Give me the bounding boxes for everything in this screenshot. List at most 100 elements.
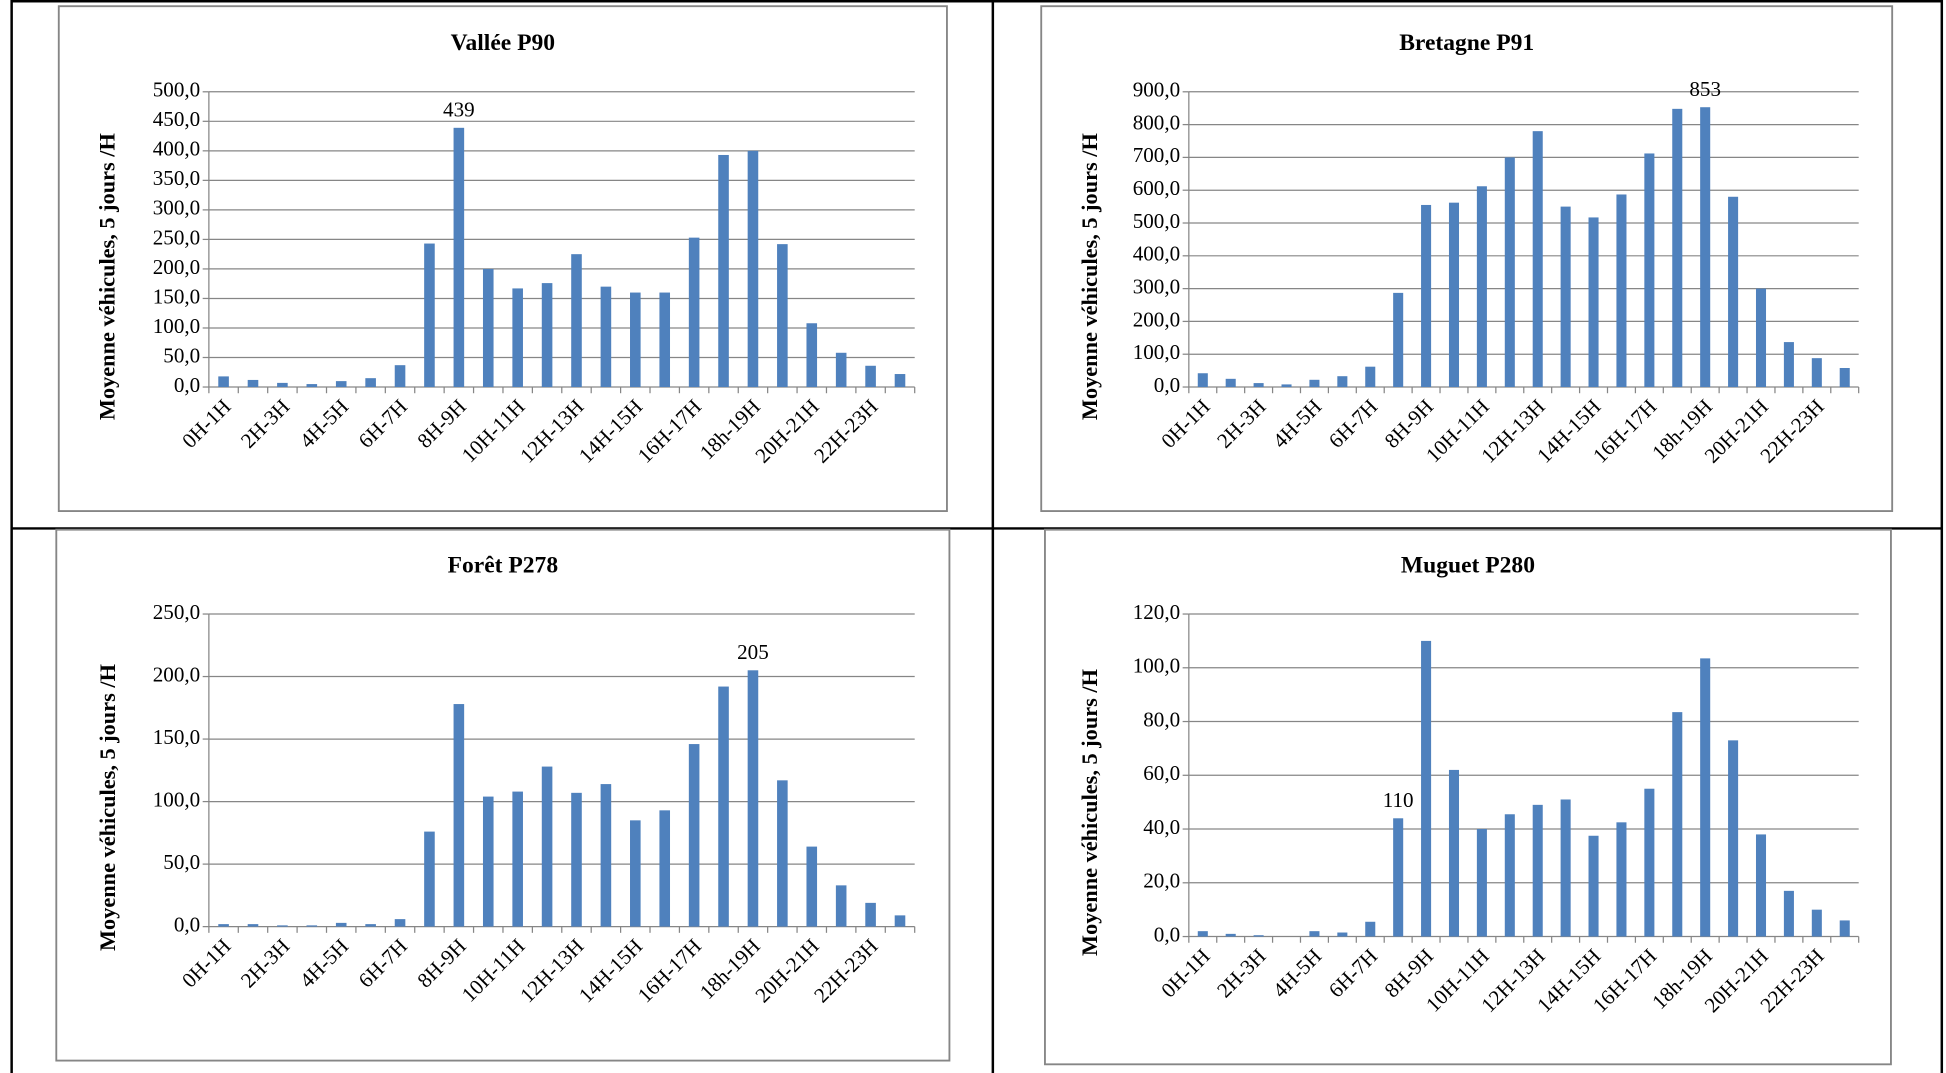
bar [1365, 921, 1376, 937]
bar [335, 922, 347, 927]
value-label: 439 [443, 98, 475, 122]
bar [306, 925, 318, 927]
bar [1476, 186, 1487, 388]
bar [600, 784, 612, 927]
y-axis-label: Moyenne véhicules, 5 jours /H [95, 664, 120, 951]
bar [365, 378, 376, 388]
bar [394, 365, 406, 388]
bar [1337, 376, 1348, 388]
chart-title: Vallée P90 [451, 30, 555, 56]
bar [1532, 131, 1543, 388]
bar [1700, 658, 1711, 937]
chart: Forêt P278 Moyenne véhicules, 5 jours /H 0… [55, 528, 951, 1062]
bar [835, 352, 847, 388]
y-tick-label: 100,0 [1133, 340, 1180, 364]
bar [1672, 108, 1683, 388]
y-tick-label: 200,0 [1133, 307, 1180, 331]
table-borders [10, 0, 1944, 1073]
bar [218, 924, 229, 927]
bar [1700, 107, 1711, 388]
bar [541, 283, 553, 388]
y-tick-label: 0,0 [1154, 373, 1180, 397]
bar [600, 286, 612, 388]
y-axis-label: Moyenne véhicules, 5 jours /H [1077, 669, 1102, 956]
bar [1225, 378, 1236, 388]
bar [1755, 288, 1767, 388]
bar [453, 704, 465, 927]
bar [1728, 196, 1739, 388]
bar [777, 780, 788, 927]
y-tick-label: 50,0 [163, 343, 200, 367]
bar [365, 924, 376, 927]
bar [1337, 932, 1348, 937]
chart: Vallée P90 Moyenne véhicules, 5 jours /H 0… [57, 5, 948, 513]
bar [482, 268, 494, 388]
y-tick-label: 0,0 [174, 373, 200, 397]
y-tick-label: 200,0 [153, 662, 200, 686]
y-tick-label: 100,0 [153, 787, 200, 811]
bar [1253, 383, 1264, 388]
bar [718, 154, 729, 388]
y-tick-label: 0,0 [174, 912, 200, 936]
bar [1560, 799, 1571, 937]
bar [1811, 909, 1822, 937]
bar [1504, 814, 1515, 937]
bar [424, 831, 435, 927]
y-tick-label: 40,0 [1143, 815, 1180, 839]
bar [1783, 342, 1794, 388]
bar [835, 885, 847, 927]
bar [1476, 829, 1487, 937]
bar [659, 810, 671, 927]
bar [1616, 822, 1627, 937]
y-tick-label: 600,0 [1133, 176, 1180, 200]
bar [1393, 818, 1404, 937]
bar [1225, 933, 1236, 937]
y-tick-label: 50,0 [163, 850, 200, 874]
y-tick-label: 60,0 [1143, 761, 1180, 785]
y-tick-label: 100,0 [1133, 654, 1180, 678]
bar [806, 323, 818, 388]
bar [1728, 740, 1739, 937]
bar [806, 846, 818, 927]
chart-frame [1040, 5, 1894, 513]
bar [541, 766, 553, 927]
value-label: 853 [1689, 77, 1721, 101]
value-label: 110 [1383, 788, 1414, 812]
chart: Bretagne P91 Moyenne véhicules, 5 jours /… [1040, 5, 1894, 513]
bar [306, 384, 318, 388]
bar [1448, 769, 1460, 937]
bar [424, 243, 435, 388]
y-tick-label: 100,0 [153, 314, 200, 338]
bar [482, 796, 494, 927]
y-tick-label: 200,0 [153, 255, 200, 279]
bar [1560, 206, 1571, 388]
bar [1421, 204, 1432, 388]
y-tick-label: 900,0 [1133, 78, 1180, 102]
bar [1281, 384, 1292, 388]
bar [688, 744, 700, 927]
bar [1197, 373, 1208, 388]
bar [1448, 202, 1460, 388]
bar [247, 924, 259, 927]
chart-frame [1044, 528, 1892, 1066]
bar [894, 915, 906, 927]
bar [277, 925, 288, 927]
bar [1504, 157, 1515, 388]
bar [747, 670, 759, 927]
y-tick-label: 250,0 [153, 225, 200, 249]
bar [1309, 931, 1320, 937]
bar [1393, 292, 1404, 388]
bar [1672, 712, 1683, 937]
chart-title: Muguet P280 [1401, 552, 1535, 578]
y-tick-label: 500,0 [153, 78, 200, 102]
bar [1616, 194, 1627, 388]
bar [747, 150, 759, 388]
bar [218, 376, 229, 388]
bar [1839, 920, 1850, 937]
chart: Muguet P280 Moyenne véhicules, 5 jours /H… [1044, 528, 1892, 1066]
y-tick-label: 800,0 [1133, 110, 1180, 134]
y-tick-label: 350,0 [153, 166, 200, 190]
bar [1588, 217, 1599, 388]
y-tick-label: 20,0 [1143, 869, 1180, 893]
value-label: 205 [737, 640, 769, 664]
